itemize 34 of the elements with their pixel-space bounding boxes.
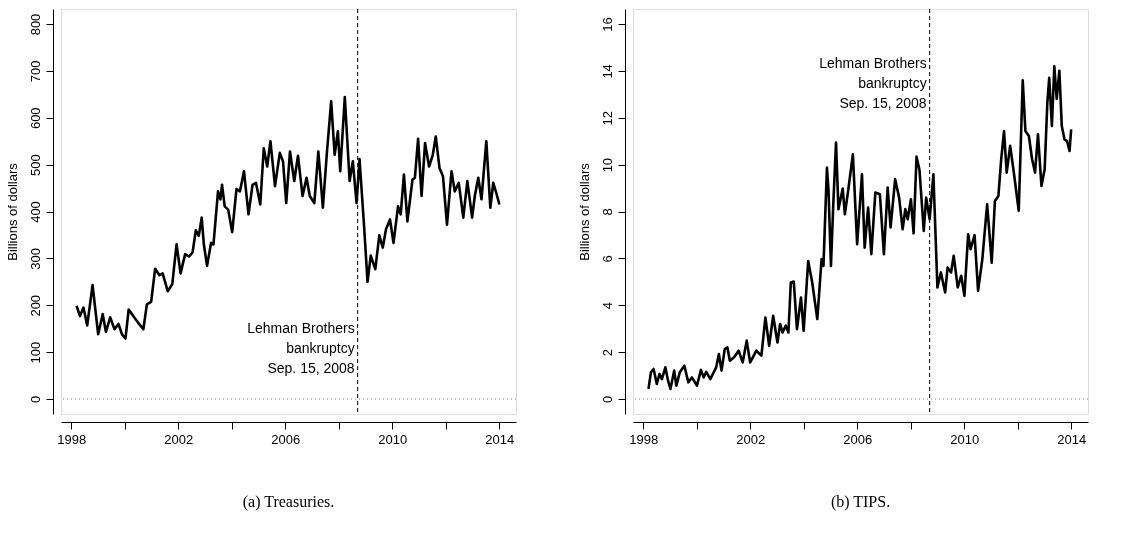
y-tick-label: 10	[599, 157, 615, 173]
y-tick-label: 2	[599, 349, 615, 357]
y-tick-label: 200	[27, 294, 43, 317]
x-tick-label: 2010	[950, 431, 980, 447]
y-tick-label: 100	[27, 341, 43, 364]
y-tick-label: 800	[27, 13, 43, 36]
x-tick-label: 2014	[485, 431, 515, 447]
ref-line-label: Lehman Brothers bankruptcy Sep. 15, 2008	[247, 319, 355, 376]
y-tick-label: 4	[599, 302, 615, 310]
x-tick-label: 2002	[164, 431, 194, 447]
y-tick-label: 0	[27, 395, 43, 404]
y-tick-label: 14	[599, 64, 615, 79]
x-tick-label: 2010	[378, 431, 408, 447]
y-tick-label: 0	[599, 395, 615, 404]
y-tick-label: 8	[599, 208, 615, 216]
y-tick-label: 600	[27, 107, 43, 130]
y-tick-label: 400	[27, 201, 43, 223]
y-tick-label: 300	[27, 248, 43, 270]
y-tick-label: 12	[599, 111, 615, 126]
y-tick-label: 700	[27, 60, 43, 83]
y-tick-label: 500	[27, 154, 43, 176]
x-tick-label: 2006	[843, 431, 873, 447]
y-tick-label: 16	[599, 17, 615, 32]
text: (b) TIPS.	[830, 493, 891, 511]
x-tick-label: 1998	[629, 431, 659, 447]
ref-line-label: Lehman Brothers bankruptcy Sep. 15, 2008	[819, 54, 927, 111]
x-tick-label: 1998	[57, 431, 87, 447]
y-axis-title: Billions of dollars	[4, 162, 20, 261]
x-tick-label: 2014	[1057, 431, 1087, 447]
y-axis-title: Billions of dollars	[576, 162, 592, 261]
y-tick-label: 6	[599, 255, 615, 263]
x-tick-label: 2002	[736, 431, 766, 447]
text: (a) Treasuries.	[242, 493, 335, 511]
x-tick-label: 2006	[271, 431, 301, 447]
